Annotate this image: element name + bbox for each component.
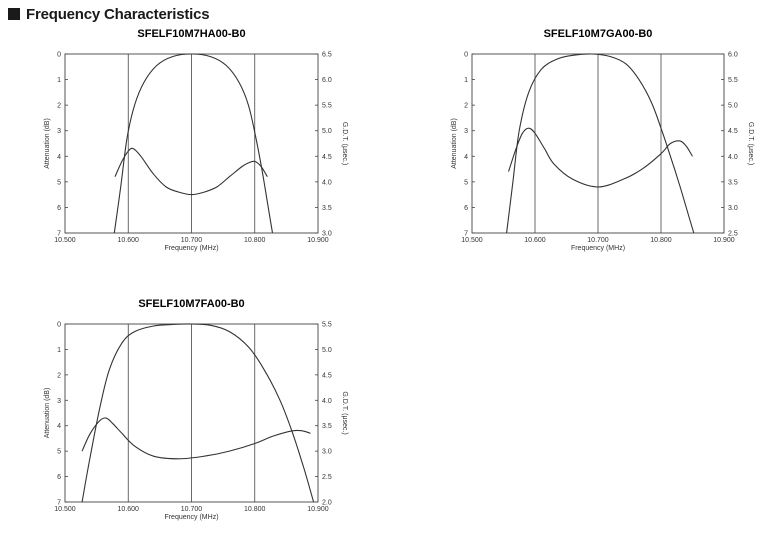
- x-axis-label: Frequency (MHz): [164, 245, 218, 252]
- x-tick-label: 10.900: [307, 506, 329, 513]
- x-tick-label: 10.600: [118, 237, 140, 244]
- chart-title: SFELF10M7GA00-B0: [544, 28, 653, 40]
- y-tick-label: 0: [464, 52, 468, 59]
- y2-tick-label: 4.0: [322, 179, 332, 186]
- y2-tick-label: 3.5: [728, 179, 738, 186]
- y2-tick-label: 3.0: [322, 231, 332, 238]
- y2-tick-label: 3.0: [728, 205, 738, 212]
- gdt-series-line: [507, 127, 693, 188]
- y2-tick-label: 4.5: [728, 128, 738, 135]
- x-tick-label: 10.900: [307, 237, 329, 244]
- square-bullet-icon: [8, 8, 20, 20]
- x-tick-label: 10.700: [181, 237, 203, 244]
- x-tick-label: 10.500: [54, 237, 76, 244]
- attenuation-series-line: [113, 53, 274, 234]
- y-tick-label: 3: [464, 128, 468, 135]
- x-tick-label: 10.600: [524, 237, 546, 244]
- y2-tick-label: 4.0: [322, 398, 332, 405]
- y-tick-label: 3: [57, 128, 61, 135]
- attenuation-series-line: [506, 53, 695, 234]
- page-heading: Frequency Characteristics: [26, 5, 210, 23]
- y-tick-label: 5: [57, 449, 61, 456]
- y2-tick-label: 5.0: [322, 347, 332, 354]
- gdt-series-line: [81, 417, 311, 460]
- chart-title: SFELF10M7HA00-B0: [137, 28, 245, 40]
- x-tick-label: 10.800: [244, 506, 266, 513]
- y-tick-label: 4: [57, 154, 61, 161]
- y2-tick-label: 4.5: [322, 372, 332, 379]
- x-axis-label: Frequency (MHz): [571, 245, 625, 252]
- y2-tick-label: 5.0: [322, 128, 332, 135]
- y-axis-label: Attenuation (dB): [44, 118, 51, 169]
- y-tick-label: 2: [57, 372, 61, 379]
- y2-tick-label: 5.5: [322, 322, 332, 329]
- y-tick-label: 0: [57, 322, 61, 329]
- y-tick-label: 3: [57, 398, 61, 405]
- y2-tick-label: 6.5: [322, 52, 332, 59]
- y-axis-label: Attenuation (dB): [44, 388, 51, 439]
- y2-tick-label: 4.5: [322, 154, 332, 161]
- y-tick-label: 7: [57, 500, 61, 507]
- x-tick-label: 10.800: [244, 237, 266, 244]
- y-tick-label: 6: [57, 205, 61, 212]
- y2-axis-label: G.D.T. (μsec.): [341, 391, 348, 434]
- y-tick-label: 4: [464, 154, 468, 161]
- y2-tick-label: 2.0: [322, 500, 332, 507]
- y-tick-label: 2: [464, 103, 468, 110]
- x-axis-label: Frequency (MHz): [164, 514, 218, 521]
- y-tick-label: 1: [57, 77, 61, 84]
- y-tick-label: 2: [57, 103, 61, 110]
- y2-axis-label: G.D.T. (μsec.): [341, 122, 348, 165]
- x-tick-label: 10.500: [461, 237, 483, 244]
- y-tick-label: 4: [57, 423, 61, 430]
- y-tick-label: 7: [464, 231, 468, 238]
- y2-tick-label: 5.0: [728, 103, 738, 110]
- y-tick-label: 5: [464, 179, 468, 186]
- y2-tick-label: 3.5: [322, 423, 332, 430]
- y2-tick-label: 6.0: [728, 52, 738, 59]
- y2-axis-label: G.D.T. (μsec.): [747, 122, 754, 165]
- y2-tick-label: 6.0: [322, 77, 332, 84]
- x-tick-label: 10.900: [713, 237, 735, 244]
- y2-tick-label: 5.5: [728, 77, 738, 84]
- gdt-series-line: [114, 147, 268, 196]
- x-tick-label: 10.700: [181, 506, 203, 513]
- y2-tick-label: 3.5: [322, 205, 332, 212]
- x-tick-label: 10.500: [54, 506, 76, 513]
- x-tick-label: 10.800: [650, 237, 672, 244]
- chart-title: SFELF10M7FA00-B0: [138, 298, 244, 310]
- x-tick-label: 10.700: [587, 237, 609, 244]
- y2-tick-label: 2.5: [322, 474, 332, 481]
- y-tick-label: 6: [464, 205, 468, 212]
- y-axis-label: Attenuation (dB): [451, 118, 458, 169]
- y-tick-label: 6: [57, 474, 61, 481]
- y-tick-label: 5: [57, 179, 61, 186]
- x-tick-label: 10.600: [118, 506, 140, 513]
- y-tick-label: 1: [464, 77, 468, 84]
- y-tick-label: 7: [57, 231, 61, 238]
- y-tick-label: 0: [57, 52, 61, 59]
- y2-tick-label: 3.0: [322, 449, 332, 456]
- section-heading: Frequency Characteristics: [8, 4, 210, 24]
- y2-tick-label: 2.5: [728, 231, 738, 238]
- y2-tick-label: 5.5: [322, 103, 332, 110]
- attenuation-series-line: [81, 323, 315, 503]
- y2-tick-label: 4.0: [728, 154, 738, 161]
- y-tick-label: 1: [57, 347, 61, 354]
